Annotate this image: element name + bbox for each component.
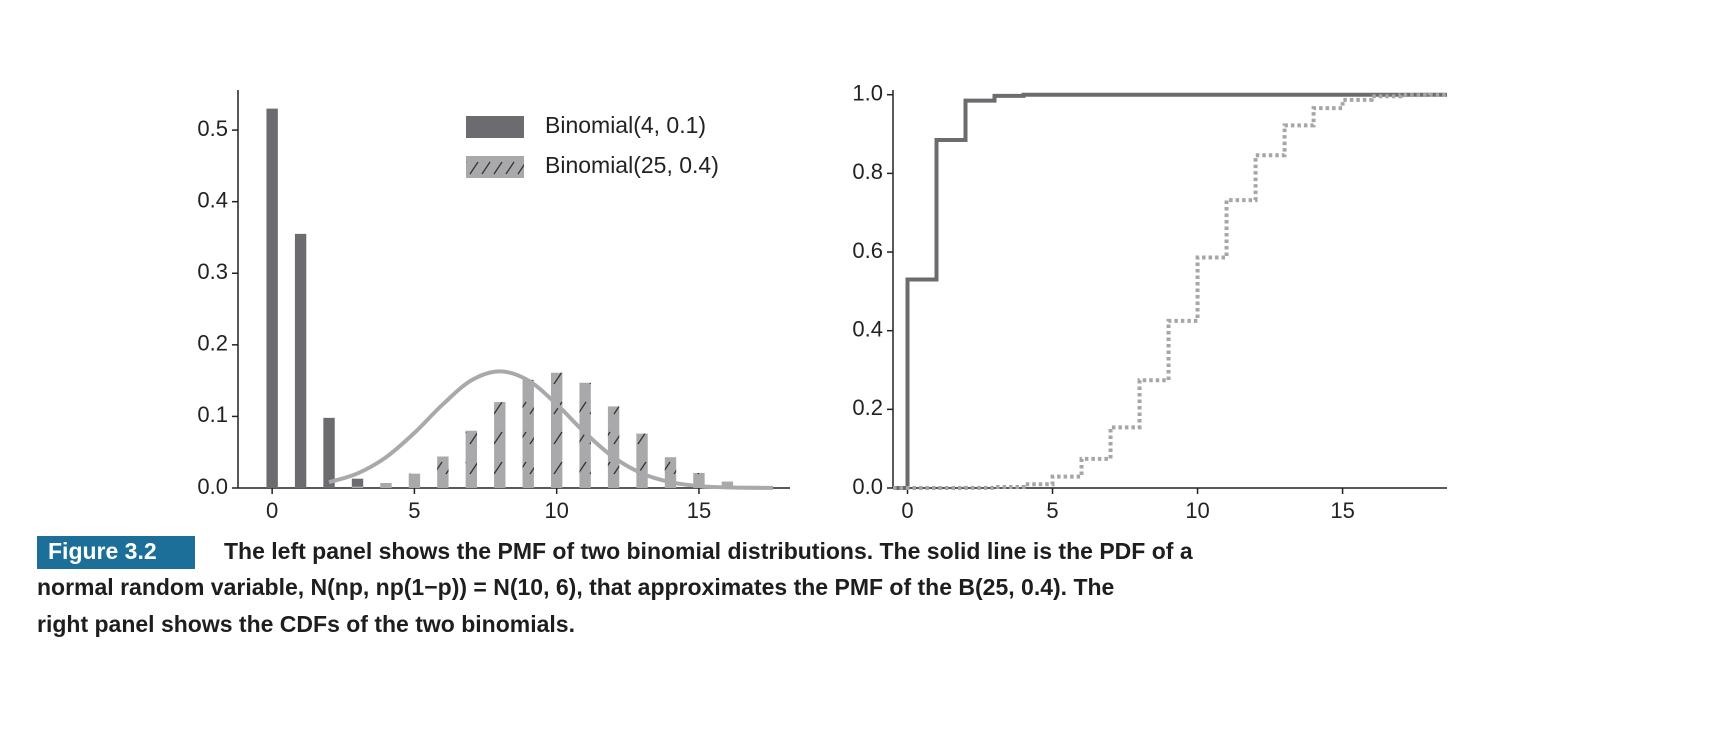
bar bbox=[266, 108, 278, 488]
cdf-line bbox=[893, 92, 1447, 490]
bar-hatch bbox=[351, 486, 364, 488]
x-tick-label: 15 bbox=[687, 498, 711, 523]
bar bbox=[351, 478, 364, 488]
y-tick-label: 0.4 bbox=[197, 187, 228, 212]
bar-hatch bbox=[636, 433, 648, 488]
x-tick-label: 5 bbox=[408, 498, 420, 523]
bar-hatch bbox=[607, 406, 620, 488]
bar bbox=[323, 417, 335, 488]
y-tick-label: 0.2 bbox=[852, 395, 883, 420]
bar-hatch bbox=[437, 456, 449, 488]
legend-label: Binomial(25, 0.4) bbox=[545, 152, 719, 178]
y-tick-label: 0.0 bbox=[197, 474, 228, 499]
x-tick-label: 0 bbox=[266, 498, 278, 523]
y-tick-label: 0.6 bbox=[852, 238, 883, 263]
caption-line: normal random variable, N(np, np(1−p)) =… bbox=[37, 574, 1114, 600]
x-tick-label: 0 bbox=[901, 498, 913, 523]
x-tick-label: 15 bbox=[1330, 498, 1354, 523]
bar-hatch bbox=[465, 430, 478, 488]
y-tick-label: 0.4 bbox=[852, 317, 883, 342]
legend-label: Binomial(4, 0.1) bbox=[545, 112, 706, 138]
caption-label-box bbox=[37, 536, 195, 569]
y-tick-label: 0.1 bbox=[197, 402, 228, 427]
y-tick-label: 0.8 bbox=[852, 159, 883, 184]
y-tick-label: 0.2 bbox=[197, 331, 228, 356]
bar-hatch bbox=[664, 457, 677, 488]
legend-hatch bbox=[466, 156, 524, 178]
bar-hatch bbox=[522, 379, 534, 488]
bar-hatch bbox=[550, 372, 563, 488]
bar-hatch bbox=[380, 482, 392, 488]
y-tick-label: 1.0 bbox=[852, 81, 883, 106]
cdf-line bbox=[893, 92, 1447, 490]
bar-hatch bbox=[494, 402, 506, 488]
caption-label: Figure 3.2 bbox=[48, 538, 157, 564]
bar bbox=[294, 233, 307, 488]
curve bbox=[328, 369, 773, 490]
y-tick-label: 0.0 bbox=[852, 474, 883, 499]
x-tick-label: 10 bbox=[544, 498, 568, 523]
caption-line: right panel shows the CDFs of the two bi… bbox=[37, 611, 575, 637]
y-tick-label: 0.3 bbox=[197, 259, 228, 284]
bar-hatch bbox=[693, 472, 705, 488]
x-tick-label: 10 bbox=[1185, 498, 1209, 523]
bar-hatch bbox=[721, 481, 734, 488]
bar-hatch bbox=[408, 473, 421, 488]
x-tick-label: 5 bbox=[1046, 498, 1058, 523]
caption-line: The left panel shows the PMF of two bino… bbox=[224, 538, 1193, 564]
legend-swatch bbox=[466, 116, 524, 138]
y-tick-label: 0.5 bbox=[197, 116, 228, 141]
